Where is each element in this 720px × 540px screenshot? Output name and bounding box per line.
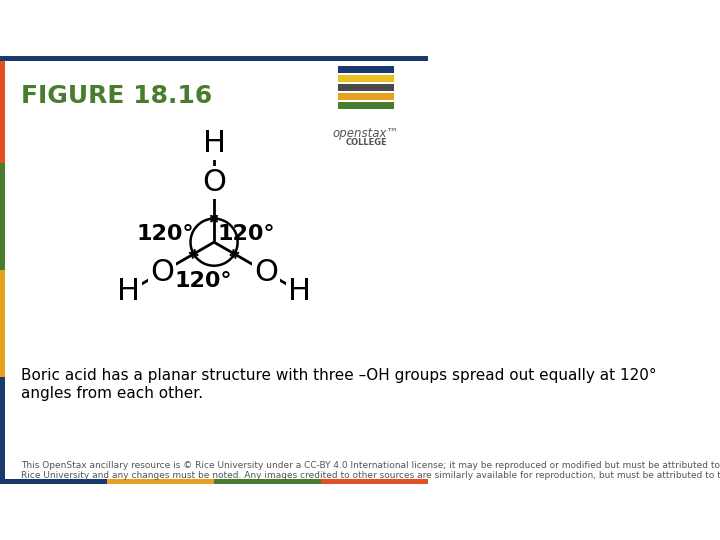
Text: O: O [202, 168, 226, 197]
Text: COLLEGE: COLLEGE [345, 138, 387, 147]
Text: This OpenStax ancillary resource is © Rice University under a CC-BY 4.0 Internat: This OpenStax ancillary resource is © Ri… [22, 461, 720, 480]
Text: 120°: 120° [174, 271, 232, 291]
FancyBboxPatch shape [0, 56, 5, 163]
FancyBboxPatch shape [321, 479, 428, 484]
Text: 120°: 120° [217, 225, 275, 245]
FancyBboxPatch shape [338, 84, 394, 91]
Text: O: O [150, 258, 174, 287]
Text: H: H [288, 277, 311, 306]
Text: openstax™: openstax™ [333, 126, 399, 139]
FancyBboxPatch shape [214, 479, 321, 484]
Text: H: H [117, 277, 140, 306]
Text: H: H [202, 129, 225, 158]
FancyBboxPatch shape [0, 163, 5, 270]
Text: 120°: 120° [136, 225, 194, 245]
FancyBboxPatch shape [0, 56, 428, 61]
Text: FIGURE 18.16: FIGURE 18.16 [22, 84, 212, 108]
Text: Boric acid has a planar structure with three –OH groups spread out equally at 12: Boric acid has a planar structure with t… [22, 368, 657, 401]
FancyBboxPatch shape [338, 75, 394, 83]
FancyBboxPatch shape [338, 66, 394, 73]
FancyBboxPatch shape [0, 479, 107, 484]
FancyBboxPatch shape [338, 102, 394, 110]
FancyBboxPatch shape [338, 93, 394, 100]
FancyBboxPatch shape [107, 479, 214, 484]
FancyBboxPatch shape [0, 377, 5, 484]
Text: O: O [254, 258, 278, 287]
FancyBboxPatch shape [0, 270, 5, 377]
